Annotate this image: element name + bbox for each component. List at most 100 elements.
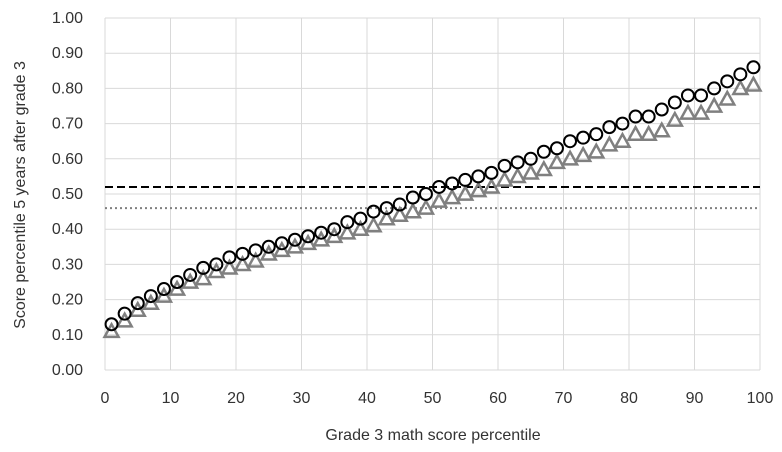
triangle-point	[613, 131, 632, 149]
circle-point	[510, 155, 525, 170]
circle-point	[707, 81, 722, 96]
circle-point	[720, 74, 735, 89]
triangle-point	[364, 216, 383, 233]
circle-point	[156, 282, 171, 297]
circle-point	[340, 215, 355, 230]
circle-point	[327, 222, 342, 237]
triangle-point	[102, 321, 121, 339]
triangle-point	[377, 209, 396, 226]
y-tick-label: 1.00	[52, 10, 83, 27]
triangle-point	[259, 244, 278, 261]
circle-point	[366, 204, 381, 219]
triangle-point	[665, 110, 684, 127]
x-tick-label: 50	[424, 390, 442, 407]
triangle-point	[587, 142, 606, 159]
triangle-point	[246, 251, 265, 268]
circle-point	[143, 289, 158, 304]
circle-point	[392, 197, 407, 212]
triangle-point	[390, 205, 409, 222]
circle-point	[432, 179, 447, 194]
circle-series	[104, 60, 761, 332]
circle-point	[680, 88, 695, 103]
circle-point	[667, 95, 682, 110]
circle-point	[602, 120, 617, 135]
x-axis-label: Grade 3 math score percentile	[325, 427, 540, 444]
triangle-point	[534, 159, 553, 177]
triangle-point	[285, 237, 305, 254]
triangle-point	[639, 124, 658, 142]
circle-point	[615, 116, 630, 131]
y-tick-label: 0.10	[52, 327, 83, 344]
circle-point	[405, 190, 420, 205]
triangle-point	[574, 145, 593, 163]
circle-point	[576, 130, 591, 145]
circle-point	[209, 257, 224, 272]
triangle-point	[718, 89, 737, 106]
circle-point	[170, 275, 185, 289]
data-series	[102, 60, 763, 339]
circle-point	[183, 267, 198, 282]
circle-point	[471, 169, 486, 184]
circle-point	[458, 172, 473, 187]
y-tick-labels: 0.00 0.10 0.20 0.30 0.40 0.50 0.60 0.70 0.80 0.90…	[52, 10, 83, 379]
circle-point	[694, 88, 709, 103]
circle-point	[563, 134, 578, 149]
circle-point	[628, 109, 643, 124]
triangle-point	[167, 279, 187, 296]
circle-point	[274, 236, 289, 251]
triangle-point	[508, 166, 527, 184]
circle-point	[536, 144, 551, 159]
triangle-point	[560, 149, 580, 166]
triangle-point	[338, 223, 357, 240]
triangle-point	[429, 191, 449, 208]
triangle-point	[731, 78, 750, 96]
triangle-point	[495, 170, 514, 187]
x-tick-labels: 0 10 20 30 40 50 60 70 80 90 100	[101, 390, 774, 407]
triangle-point	[115, 311, 134, 328]
x-tick-label: 60	[489, 390, 507, 407]
triangle-point	[233, 254, 252, 272]
circle-point	[222, 250, 237, 265]
circle-point	[497, 158, 512, 173]
circle-point	[261, 239, 276, 254]
circle-point	[484, 165, 499, 180]
triangle-point	[272, 240, 291, 258]
x-tick-label: 100	[747, 390, 774, 407]
circle-point	[549, 141, 564, 156]
triangle-point	[482, 177, 501, 194]
triangle-point	[220, 258, 239, 275]
triangle-point	[207, 261, 226, 279]
x-tick-label: 70	[555, 390, 573, 407]
x-tick-label: 80	[620, 390, 638, 407]
y-tick-label: 0.90	[52, 45, 83, 62]
triangle-point	[181, 272, 200, 289]
triangle-point	[312, 230, 331, 247]
circle-point	[117, 306, 132, 321]
triangle-point	[128, 300, 147, 318]
triangle-point	[744, 75, 763, 92]
x-tick-label: 30	[293, 390, 311, 407]
y-tick-label: 0.70	[52, 116, 83, 133]
circle-point	[523, 151, 538, 166]
circle-point	[654, 102, 669, 117]
triangle-point	[521, 163, 540, 180]
circle-point	[314, 225, 329, 240]
circle-point	[379, 201, 394, 216]
circle-point	[733, 67, 748, 82]
circle-point	[196, 260, 211, 275]
y-tick-label: 0.60	[52, 151, 83, 168]
circle-point	[746, 60, 761, 75]
circle-point	[641, 109, 656, 124]
triangle-point	[403, 202, 422, 219]
x-tick-label: 90	[686, 390, 704, 407]
triangle-point	[443, 187, 462, 205]
circle-point	[353, 211, 368, 226]
triangle-point	[416, 198, 436, 215]
triangle-point	[691, 103, 711, 120]
triangle-point	[652, 121, 671, 138]
circle-point	[301, 229, 316, 244]
circle-point	[418, 187, 433, 201]
circle-point	[589, 127, 604, 142]
circle-point	[248, 243, 263, 258]
